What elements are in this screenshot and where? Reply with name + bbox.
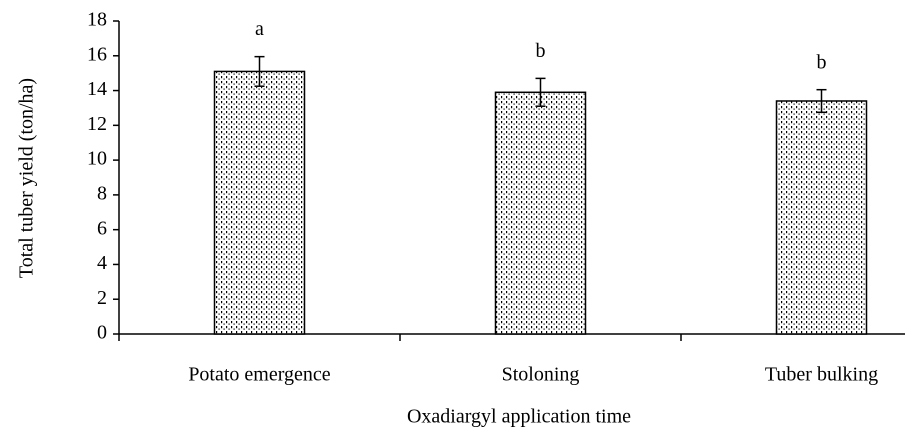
y-tick-label: 6: [97, 217, 107, 239]
y-tick-label: 2: [97, 287, 107, 309]
x-tick-label: Potato emergence: [188, 364, 330, 386]
y-tick-label: 8: [97, 182, 107, 204]
y-axis-label: Total tuber yield (ton/ha): [16, 78, 38, 278]
y-tick-label: 18: [87, 9, 107, 31]
x-axis-label: Oxadiargyl application time: [407, 406, 631, 428]
bar: [213, 70, 306, 335]
y-tick-label: 12: [87, 113, 107, 135]
y-tick-label: 4: [97, 252, 107, 274]
significance-letter: a: [255, 18, 264, 40]
y-tick-label: 10: [87, 148, 107, 170]
bar: [494, 91, 587, 335]
y-tick-label: 16: [87, 43, 107, 65]
bar: [775, 100, 868, 335]
significance-letter: b: [536, 40, 546, 62]
significance-letter: b: [817, 51, 827, 73]
y-tick-label: 14: [87, 78, 107, 100]
x-tick-label: Tuber bulking: [765, 364, 878, 386]
x-tick-label: Stoloning: [502, 364, 580, 386]
y-tick-label: 0: [97, 322, 107, 344]
